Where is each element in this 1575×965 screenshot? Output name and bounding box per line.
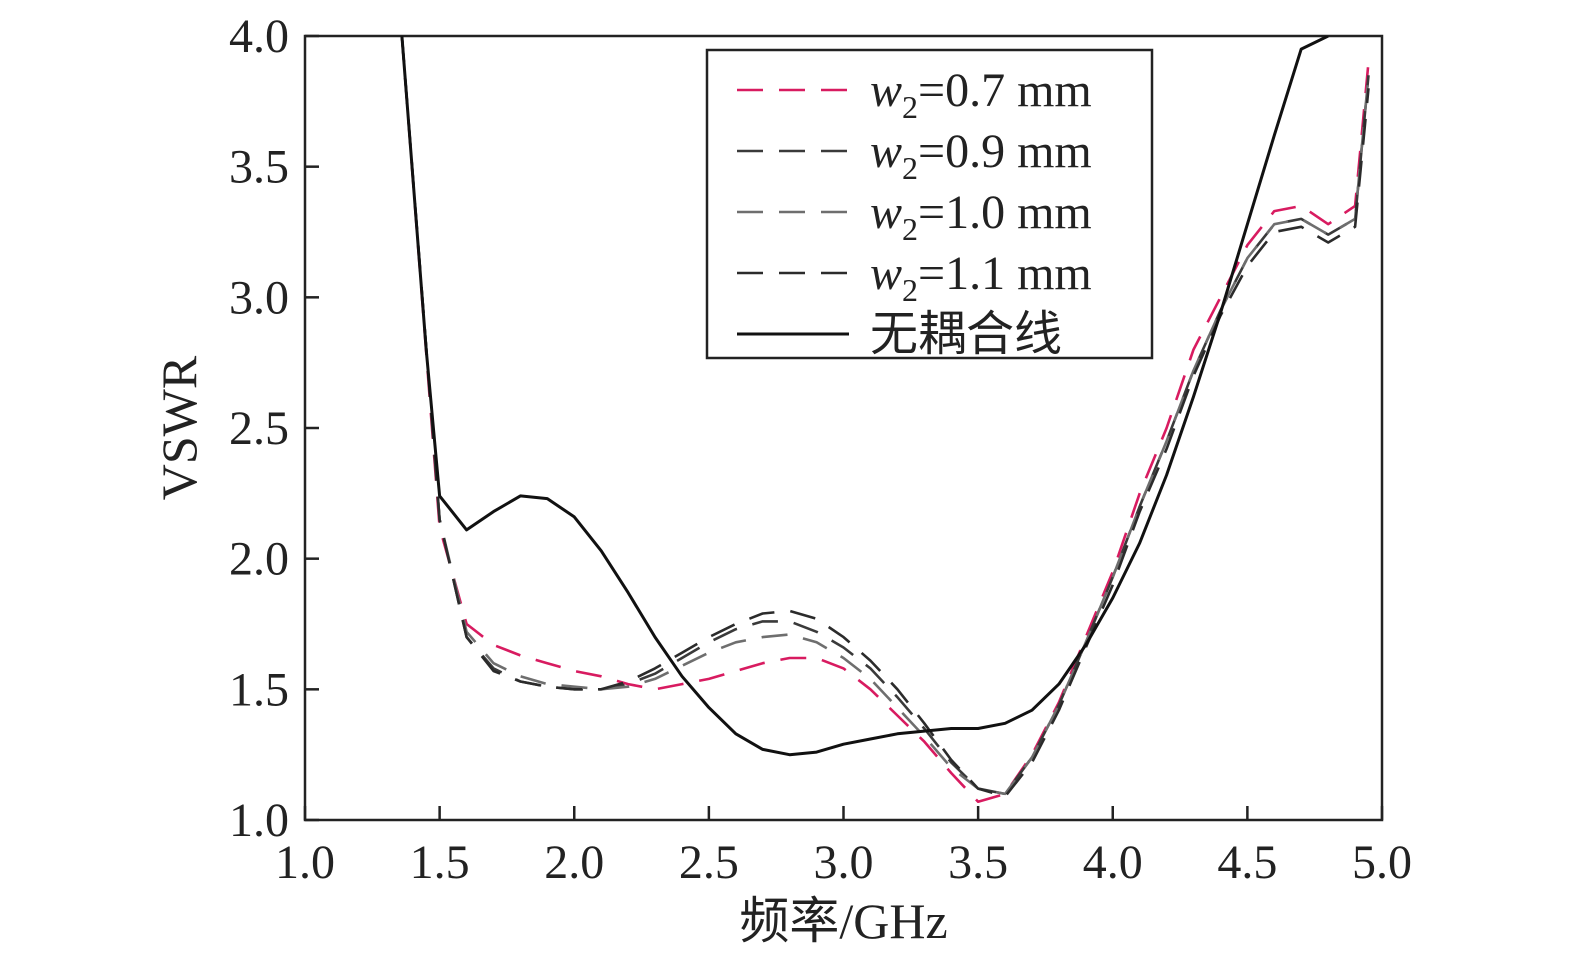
legend-label: 无耦合线 <box>870 308 1062 361</box>
legend-box <box>705 48 1154 360</box>
axes-layer: 1.0 1.5 2.0 2.5 3.0 3.5 4.0 4.5 5.0 1.0 1.5 2.0 2.5 3… <box>229 10 1412 889</box>
series-line-3 <box>400 36 1370 796</box>
x-tick-label: 1.5 <box>410 836 470 889</box>
y-tick-label: 2.0 <box>229 533 289 586</box>
legend-label: w2=0.7 mm <box>870 64 1092 125</box>
legend-item-1: w2=0.7 mm <box>737 64 1092 125</box>
legend-item-2: w2=0.9 mm <box>737 125 1092 186</box>
x-tick-label: 5.0 <box>1352 836 1412 889</box>
x-tick-label: 4.0 <box>1083 836 1143 889</box>
legend-item-5: 无耦合线 <box>737 308 1062 361</box>
x-tick-label: 2.0 <box>544 836 604 889</box>
y-tick-label: 1.0 <box>229 794 289 847</box>
x-tick-label: 1.0 <box>275 836 335 889</box>
x-tick-label: 3.5 <box>948 836 1008 889</box>
legend-item-3: w2=1.0 mm <box>737 186 1092 247</box>
y-tick-label: 3.5 <box>229 141 289 194</box>
y-tick-label: 1.5 <box>229 663 289 716</box>
curves-layer <box>400 36 1370 803</box>
x-tick-label: 4.5 <box>1217 836 1277 889</box>
y-axis-title: VSWR <box>151 355 207 500</box>
x-axis-title: 频率/GHz <box>739 893 947 949</box>
series-line-1 <box>400 36 1370 803</box>
x-tick-label: 2.5 <box>679 836 739 889</box>
y-tick-label: 4.0 <box>229 10 289 63</box>
legend-label: w2=1.1 mm <box>870 247 1092 308</box>
series-line-5 <box>400 36 1329 757</box>
legend-item-4: w2=1.1 mm <box>737 247 1092 308</box>
y-tick-label: 3.0 <box>229 271 289 324</box>
legend-label: w2=0.9 mm <box>870 125 1092 186</box>
y-tick-label: 2.5 <box>229 402 289 455</box>
legend-label: w2=1.0 mm <box>870 186 1092 247</box>
x-tick-label: 3.0 <box>814 836 874 889</box>
